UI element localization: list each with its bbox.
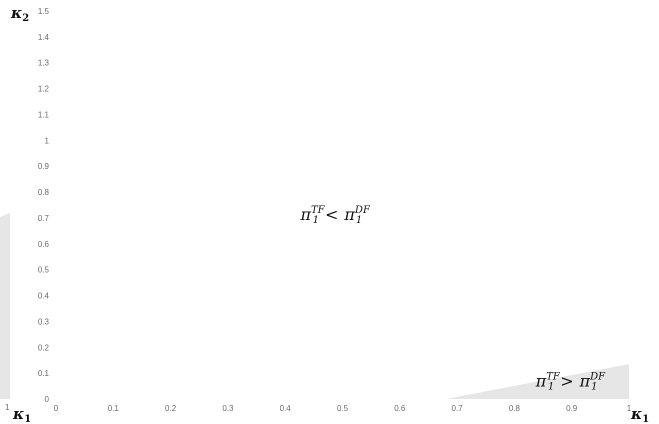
- x-tick-label: 0.6: [394, 404, 406, 413]
- y-tick-label: 1: [45, 136, 50, 145]
- left-panel-x-axis-label: κ1: [12, 405, 31, 424]
- x-tick-label: 0.2: [165, 404, 177, 413]
- annotation-lower-region: πTF 1 > πDF 1: [535, 372, 606, 393]
- y-tick-label: 1.3: [38, 59, 50, 68]
- x-tick-label: 0.1: [108, 404, 120, 413]
- x-tick-label: 0.3: [222, 404, 234, 413]
- x-tick-label: 0.9: [566, 404, 578, 413]
- y-tick-label: 0.2: [38, 343, 50, 352]
- y-tick-label: 1.5: [38, 7, 50, 16]
- y-tick-label: 0.6: [38, 240, 50, 249]
- y-tick-label: 0.7: [38, 214, 50, 223]
- y-tick-label: 1.1: [38, 110, 50, 119]
- y-axis-label: κ2: [10, 4, 29, 24]
- x-tick-label: 0.4: [280, 404, 292, 413]
- y-tick-label: 0.9: [38, 162, 50, 171]
- annotation-upper-region: πTF 1 < πDF 1: [300, 205, 371, 226]
- shaded-region: [445, 364, 629, 399]
- left-panel-x-tick: 1: [5, 403, 10, 412]
- y-tick-label: 0.1: [38, 369, 50, 378]
- x-axis-label: κ1: [630, 405, 649, 424]
- y-tick-label: 1.2: [38, 85, 50, 94]
- x-tick-label: 1: [627, 404, 632, 413]
- y-axis-ticks: 0 0.1 0.2 0.3 0.4 0.5 0.6 0.7 0.8 0.9 1 1.1 1.2 1.3 1.…: [38, 7, 50, 404]
- left-panel-shade: [0, 213, 10, 399]
- y-tick-label: 1.4: [38, 33, 50, 42]
- y-tick-label: 0.3: [38, 317, 50, 326]
- x-tick-label: 0: [54, 404, 59, 413]
- x-tick-label: 0.7: [452, 404, 464, 413]
- y-tick-label: 0.4: [38, 292, 50, 301]
- y-tick-label: 0.5: [38, 266, 50, 275]
- x-tick-label: 0.8: [509, 404, 521, 413]
- y-tick-label: 0: [45, 395, 50, 404]
- x-tick-label: 0.5: [337, 404, 349, 413]
- x-axis-ticks: 0 0.1 0.2 0.3 0.4 0.5 0.6 0.7 0.8 0.9 1: [54, 404, 632, 413]
- y-tick-label: 0.8: [38, 188, 50, 197]
